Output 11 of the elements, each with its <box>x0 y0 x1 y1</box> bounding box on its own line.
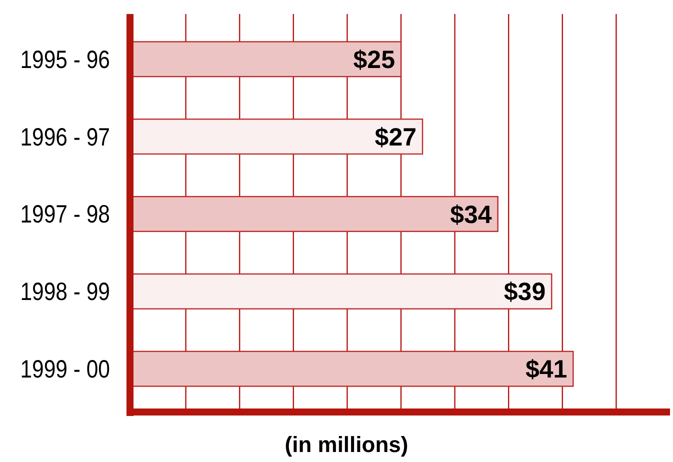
data-label: $27 <box>374 123 417 152</box>
y-tick-label: 1998 - 99 <box>20 278 110 306</box>
data-label: $39 <box>504 278 546 306</box>
y-tick-label: 1996 - 97 <box>20 122 110 151</box>
data-label: $25 <box>353 46 396 74</box>
y-tick-label: 1997 - 98 <box>20 200 110 228</box>
y-tick-label: 1999 - 00 <box>20 354 110 383</box>
y-tick-label: 1995 - 96 <box>20 45 110 74</box>
x-axis-title: (in millions) <box>284 432 408 457</box>
data-label: $34 <box>450 200 492 229</box>
data-label: $41 <box>525 356 568 384</box>
